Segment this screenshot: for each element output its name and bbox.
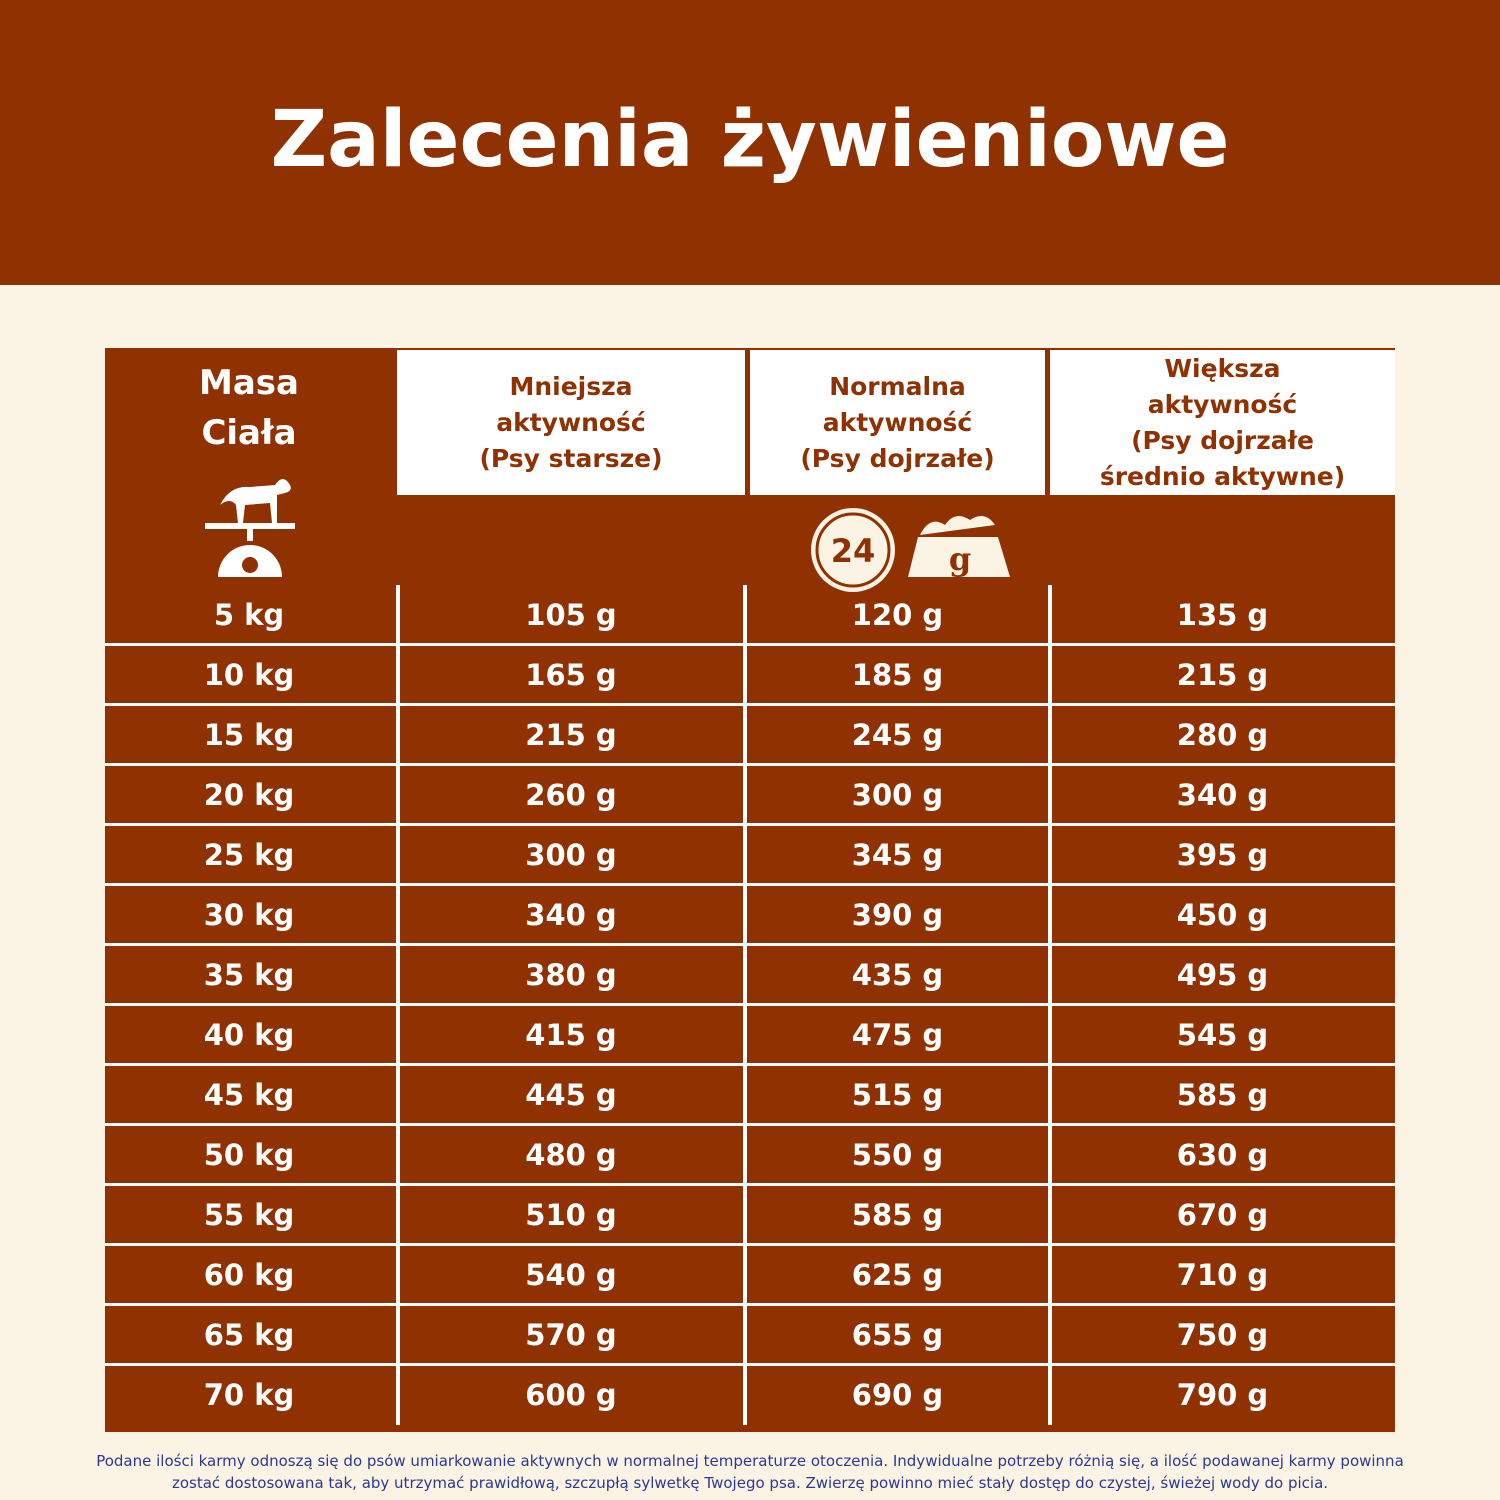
cell: 215 g xyxy=(525,718,617,752)
column-divider xyxy=(1048,585,1052,1425)
header-line: średnio aktywne) xyxy=(1099,461,1346,491)
row-divider xyxy=(105,643,1395,646)
row-label: 50 kg xyxy=(203,1138,295,1172)
cell: 340 g xyxy=(525,898,617,932)
cell: 395 g xyxy=(1176,838,1269,872)
title: Zalecenia żywieniowe xyxy=(270,95,1230,185)
cell: 690 g xyxy=(851,1378,944,1412)
bowl-label: g xyxy=(949,540,971,578)
column-header: Normalna aktywność (Psy dojrzałe) xyxy=(750,350,1045,495)
row-divider xyxy=(105,1183,1395,1186)
header-line: Mniejsza xyxy=(509,371,633,401)
cell: 340 g xyxy=(1176,778,1269,812)
cell: 300 g xyxy=(851,778,944,812)
row-divider xyxy=(105,763,1395,766)
row-label: 25 kg xyxy=(203,838,295,872)
scale-icon xyxy=(205,479,295,577)
row-divider xyxy=(105,1303,1395,1306)
row-label: 40 kg xyxy=(203,1018,295,1052)
cell: 600 g xyxy=(525,1378,617,1412)
cell: 710 g xyxy=(1176,1258,1269,1292)
cell: 165 g xyxy=(525,658,617,692)
cell: 120 g xyxy=(851,598,944,632)
row-divider xyxy=(105,1063,1395,1066)
cell: 655 g xyxy=(851,1318,944,1352)
row-label: 55 kg xyxy=(203,1198,295,1232)
row-label: 35 kg xyxy=(203,958,295,992)
cell: 445 g xyxy=(525,1078,617,1112)
cell: 585 g xyxy=(1176,1078,1269,1112)
cell: 630 g xyxy=(1176,1138,1269,1172)
row-label: 70 kg xyxy=(203,1378,295,1412)
header-line: Większa xyxy=(1164,353,1281,383)
header-line: Normalna xyxy=(829,371,966,401)
column-header: Masa Ciała xyxy=(105,358,393,458)
row-divider xyxy=(105,1363,1395,1366)
cell: 495 g xyxy=(1176,958,1269,992)
cell: 750 g xyxy=(1176,1318,1269,1352)
cell: 280 g xyxy=(1176,718,1269,752)
header-line: aktywność xyxy=(496,407,646,437)
cell: 435 g xyxy=(851,958,944,992)
cell: 450 g xyxy=(1176,898,1269,932)
row-label: 15 kg xyxy=(203,718,295,752)
row-divider xyxy=(105,1003,1395,1006)
cell: 480 g xyxy=(525,1138,617,1172)
header-line: (Psy dojrzałe) xyxy=(800,443,995,473)
clock-label: 24 xyxy=(831,532,876,570)
cell: 510 g xyxy=(525,1198,617,1232)
cell: 105 g xyxy=(525,598,617,632)
row-label: 5 kg xyxy=(213,598,285,632)
column-header: Mniejsza aktywność (Psy starsze) xyxy=(397,350,745,495)
banner xyxy=(0,0,1500,285)
cell: 670 g xyxy=(1176,1198,1269,1232)
cell: 245 g xyxy=(851,718,944,752)
cell: 260 g xyxy=(525,778,617,812)
row-divider xyxy=(105,943,1395,946)
row-divider xyxy=(105,1123,1395,1126)
cell: 185 g xyxy=(851,658,944,692)
cell: 215 g xyxy=(1176,658,1269,692)
table-background xyxy=(105,348,1395,1432)
cell: 345 g xyxy=(851,838,944,872)
cell: 515 g xyxy=(851,1078,944,1112)
row-label: 60 kg xyxy=(203,1258,295,1292)
row-label: 65 kg xyxy=(203,1318,295,1352)
column-divider xyxy=(743,585,747,1425)
column-header: Większa aktywność (Psy dojrzałe średnio akt… xyxy=(1050,350,1395,495)
row-divider xyxy=(105,883,1395,886)
row-label: 20 kg xyxy=(203,778,295,812)
row-label: 45 kg xyxy=(203,1078,295,1112)
cell: 570 g xyxy=(525,1318,617,1352)
footnote: Podane ilości karmy odnoszą się do psów … xyxy=(96,1452,1404,1492)
cell: 585 g xyxy=(851,1198,944,1232)
cell: 380 g xyxy=(525,958,617,992)
cell: 135 g xyxy=(1176,598,1269,632)
cell: 790 g xyxy=(1176,1378,1269,1412)
icons: 24 g xyxy=(811,508,1010,592)
cell: 475 g xyxy=(851,1018,944,1052)
header-line: aktywność xyxy=(1147,389,1298,419)
cell: 390 g xyxy=(851,898,944,932)
header-line: Masa xyxy=(199,363,299,403)
row-divider xyxy=(105,823,1395,826)
row-label: 30 kg xyxy=(203,898,295,932)
cell: 625 g xyxy=(851,1258,944,1292)
header-line: (Psy starsze) xyxy=(479,443,663,473)
row-label: 10 kg xyxy=(203,658,295,692)
header-line: Ciała xyxy=(201,413,297,453)
cell: 540 g xyxy=(525,1258,617,1292)
cell: 415 g xyxy=(525,1018,617,1052)
header-line: (Psy dojrzałe xyxy=(1131,425,1314,455)
header-line: aktywność xyxy=(822,407,973,437)
cell: 550 g xyxy=(851,1138,944,1172)
column-divider xyxy=(396,585,400,1425)
cell: 300 g xyxy=(525,838,617,872)
row-divider xyxy=(105,1243,1395,1246)
row-divider xyxy=(105,703,1395,706)
cell: 545 g xyxy=(1176,1018,1269,1052)
